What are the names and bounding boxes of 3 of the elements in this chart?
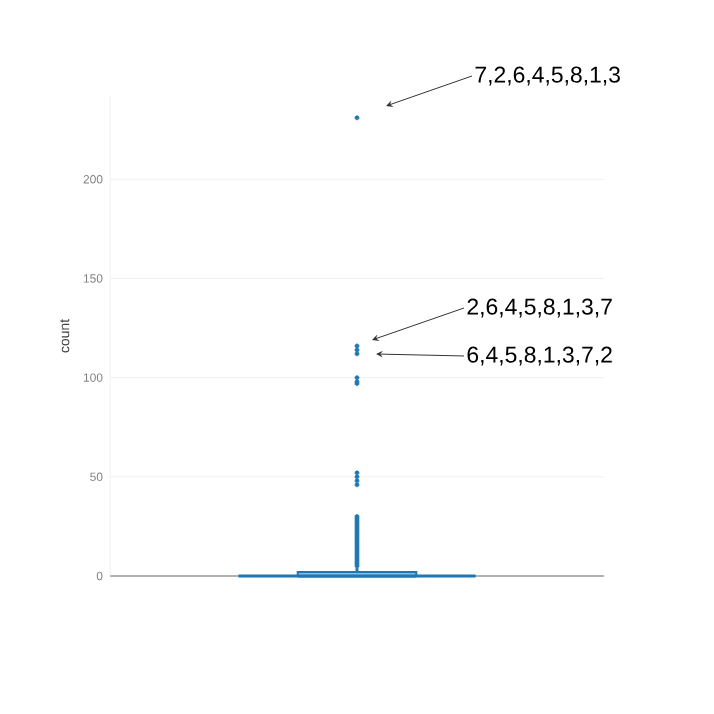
annotation: 2,6,4,5,8,1,3,7 bbox=[467, 298, 612, 318]
annotation: 6,4,5,8,1,3,7,2 bbox=[467, 346, 612, 366]
text: 7,2,6,4,5,8,1,3 bbox=[475, 66, 620, 86]
